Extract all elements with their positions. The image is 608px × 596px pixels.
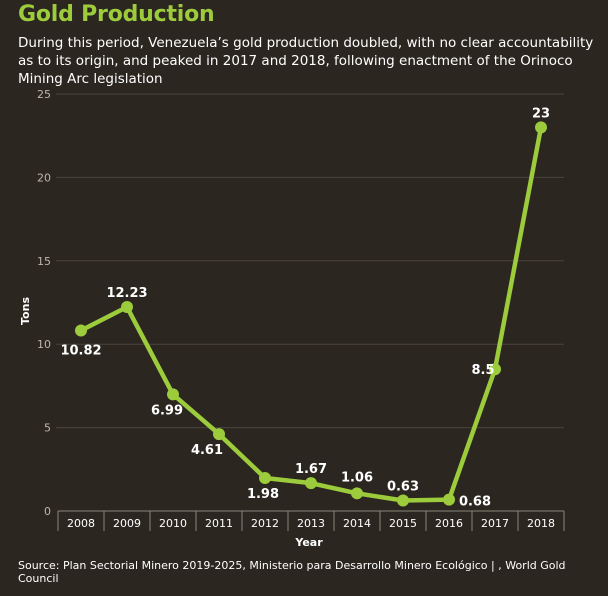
y-tick-label: 0 <box>44 505 51 518</box>
data-label: 4.61 <box>191 443 223 458</box>
data-label: 23 <box>532 106 550 121</box>
data-label: 6.99 <box>151 403 183 418</box>
chart-subtitle: During this period, Venezuela’s gold pro… <box>18 35 594 87</box>
data-label: 10.82 <box>60 344 101 359</box>
data-label: 0.68 <box>459 495 491 510</box>
data-label: 12.23 <box>106 286 147 301</box>
data-point <box>489 363 501 376</box>
chart-title: Gold Production <box>18 2 215 27</box>
data-point <box>167 388 179 401</box>
data-point <box>121 301 133 314</box>
data-label: 8.5 <box>471 363 494 378</box>
y-tick-label: 10 <box>37 338 51 351</box>
y-tick-label: 5 <box>44 422 51 435</box>
data-label: 1.67 <box>295 462 327 477</box>
x-tick-label: 2017 <box>481 517 509 530</box>
series-line-path <box>78 125 544 503</box>
y-axis-ticks: 0 5 10 15 20 25 <box>37 88 51 518</box>
grid-lines <box>56 93 564 429</box>
x-axis: 2008 2009 2010 2011 2012 2013 2014 2015 2016 2017… <box>57 510 565 531</box>
source-note: Source: Plan Sectorial Minero 2019-2025,… <box>18 559 566 585</box>
x-tick-label: 2012 <box>251 517 279 530</box>
x-tick-label: 2015 <box>389 517 417 530</box>
series-line <box>78 125 544 503</box>
y-axis-label: Tons <box>19 297 32 325</box>
x-tick-label: 2016 <box>435 517 463 530</box>
x-tick-label: 2018 <box>527 517 555 530</box>
y-tick-label: 15 <box>37 255 51 268</box>
data-point <box>397 494 409 507</box>
data-point <box>305 477 317 490</box>
data-point <box>213 428 225 441</box>
x-tick-label: 2008 <box>67 517 95 530</box>
data-label: 1.06 <box>341 470 373 485</box>
y-tick-label: 25 <box>37 88 51 101</box>
data-point <box>535 121 547 134</box>
data-labels: 10.82 12.23 6.99 4.61 1.98 1.67 1.06 0.63 0.68 8.… <box>60 106 550 509</box>
data-points <box>75 121 547 507</box>
data-point <box>443 493 455 506</box>
data-point <box>75 324 87 337</box>
x-tick-label: 2009 <box>113 517 141 530</box>
data-label: 1.98 <box>247 487 279 502</box>
x-tick-label: 2010 <box>159 517 187 530</box>
data-label: 0.63 <box>387 479 419 494</box>
x-tick-label: 2014 <box>343 517 371 530</box>
y-tick-label: 20 <box>37 171 51 184</box>
data-point <box>259 471 271 484</box>
x-axis-label: Year <box>294 536 323 549</box>
x-tick-label: 2013 <box>297 517 325 530</box>
x-tick-label: 2011 <box>205 517 233 530</box>
data-point <box>351 487 363 500</box>
